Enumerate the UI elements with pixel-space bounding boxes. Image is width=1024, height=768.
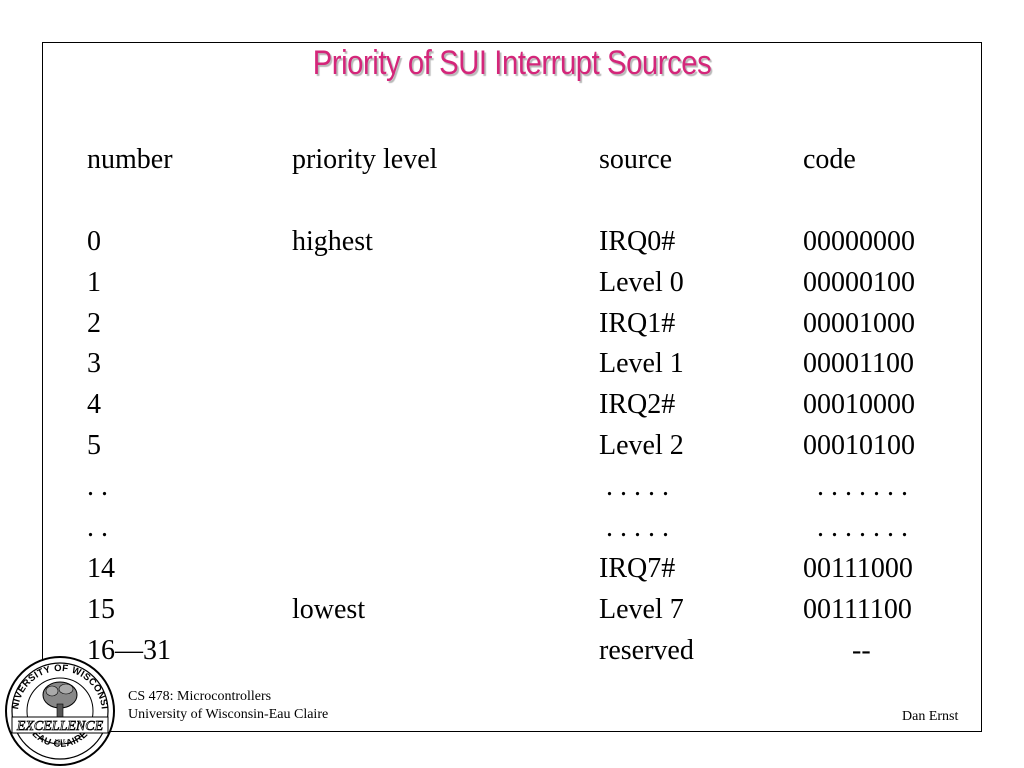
slide-title: Priority of SUI Interrupt Sources xyxy=(312,44,712,82)
row-number: 16—31 xyxy=(87,635,171,666)
row-priority: highest xyxy=(292,226,373,257)
row-source: . . . . . xyxy=(599,512,669,543)
row-number: . . xyxy=(87,512,108,543)
row-code: 00010100 xyxy=(803,430,915,461)
table-row: 5 Level 2 00010100 xyxy=(0,426,1024,466)
row-code: . . . . . . . xyxy=(803,471,908,502)
table-header-row: number priority level source code xyxy=(0,140,1024,180)
table-row: 16—31 reserved -- xyxy=(0,631,1024,671)
table-row-ellipsis: . . . . . . . . . . . . . . xyxy=(0,508,1024,548)
table-row: 15 lowest Level 7 00111100 xyxy=(0,590,1024,630)
row-code: 00000000 xyxy=(803,226,915,257)
header-number: number xyxy=(87,144,173,175)
row-number: 5 xyxy=(87,430,101,461)
row-source: Level 1 xyxy=(599,348,684,379)
table-row-ellipsis: . . . . . . . . . . . . . . xyxy=(0,467,1024,507)
footer-author: Dan Ernst xyxy=(902,709,959,724)
row-number: 4 xyxy=(87,389,101,420)
seal-banner-text: EXCELLENCE xyxy=(16,719,104,734)
row-code: 00010000 xyxy=(803,389,915,420)
row-code: 00001000 xyxy=(803,308,915,339)
table-row: 4 IRQ2# 00010000 xyxy=(0,385,1024,425)
row-source: IRQ2# xyxy=(599,389,676,420)
row-source: IRQ1# xyxy=(599,308,676,339)
header-source: source xyxy=(599,144,673,175)
header-code: code xyxy=(803,144,856,175)
footer-course: CS 478: Microcontrollers xyxy=(128,689,272,704)
row-code: 00001100 xyxy=(803,348,914,379)
row-source: Level 2 xyxy=(599,430,684,461)
row-source: . . . . . xyxy=(599,471,669,502)
table-row: 14 IRQ7# 00111000 xyxy=(0,549,1024,589)
row-source: IRQ0# xyxy=(599,226,676,257)
header-priority-level: priority level xyxy=(292,144,438,175)
slide-frame xyxy=(42,42,982,732)
table-row: 2 IRQ1# 00001000 xyxy=(0,304,1024,344)
row-source: IRQ7# xyxy=(599,553,676,584)
footer-university: University of Wisconsin-Eau Claire xyxy=(128,707,329,722)
row-number: . . xyxy=(87,471,108,502)
row-number: 15 xyxy=(87,594,115,625)
tree-icon xyxy=(42,681,78,718)
row-number: 14 xyxy=(87,553,115,584)
row-code: 00111100 xyxy=(803,594,912,625)
row-code: . . . . . . . xyxy=(803,512,908,543)
row-number: 3 xyxy=(87,348,101,379)
row-source: Level 0 xyxy=(599,267,684,298)
row-number: 2 xyxy=(87,308,101,339)
row-code: 00111000 xyxy=(803,553,913,584)
row-priority: lowest xyxy=(292,594,366,625)
seal-year: 1916 xyxy=(54,739,65,745)
row-code: -- xyxy=(803,635,871,666)
table-row: 0 highest IRQ0# 00000000 xyxy=(0,222,1024,262)
row-code: 00000100 xyxy=(803,267,915,298)
row-source: reserved xyxy=(599,635,694,666)
row-number: 1 xyxy=(87,267,101,298)
table-row: 3 Level 1 00001100 xyxy=(0,344,1024,384)
row-source: Level 7 xyxy=(599,594,684,625)
university-seal-logo: UNIVERSITY OF WISCONSIN EAU CLAIRE EXCEL… xyxy=(2,655,115,766)
row-number: 0 xyxy=(87,226,101,257)
table-row: 1 Level 0 00000100 xyxy=(0,263,1024,303)
